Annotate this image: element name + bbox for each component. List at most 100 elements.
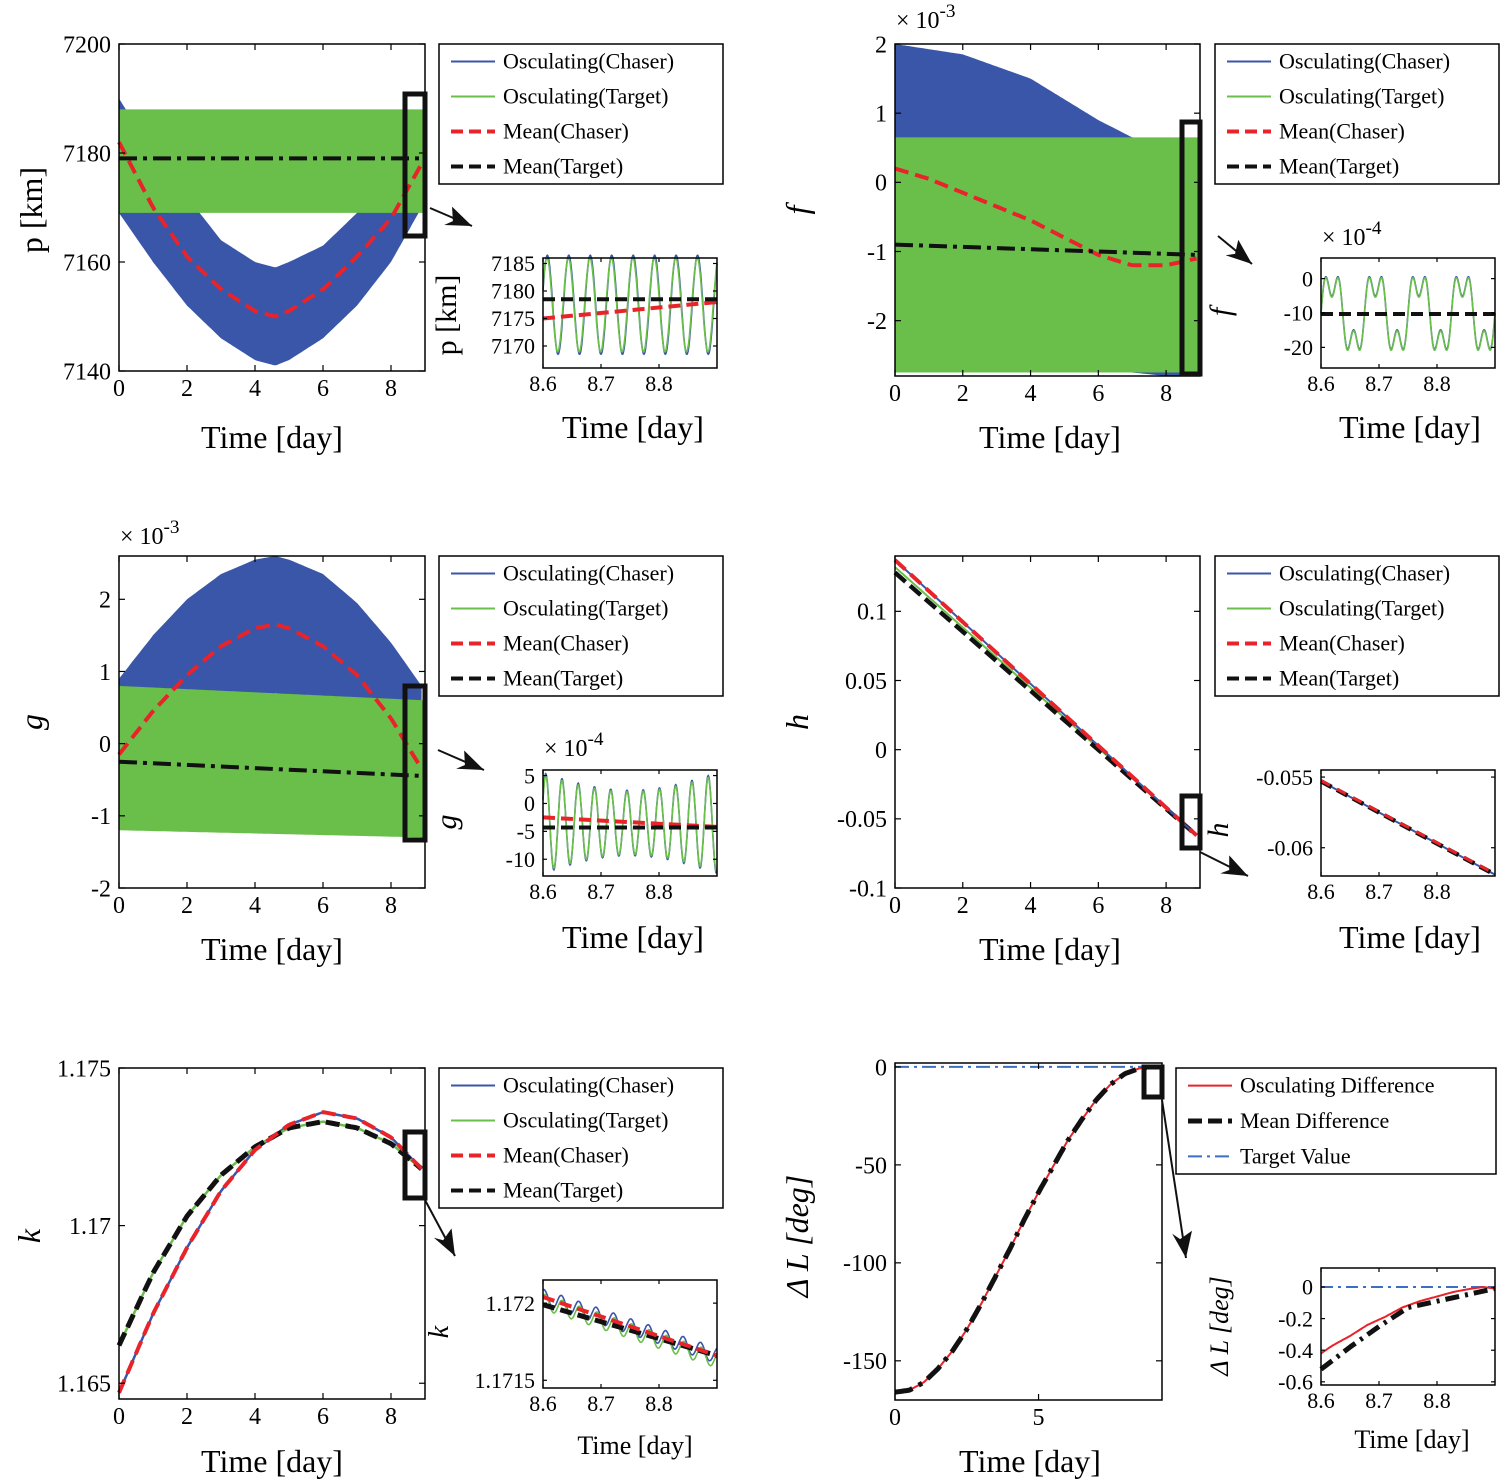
k-axes-frame (118, 1067, 426, 1400)
g-inset-axes-ytick-label: 5 (524, 763, 535, 788)
k-legend-entry: Mean(Chaser) (503, 1143, 629, 1168)
p-inset-axes-ytick-label: 7185 (491, 251, 535, 276)
p-axes-xtick-label: 4 (249, 376, 261, 402)
inset-p-target (542, 256, 718, 353)
g-inset-scale-label: × 10-4 (544, 729, 604, 762)
osculating-difference-line (894, 1065, 1151, 1394)
k-axes-xtick-label: 8 (385, 1404, 397, 1430)
p-axes-ytick-label: 7180 (63, 141, 111, 167)
f-scale-label-exponent: -3 (940, 1, 956, 22)
inset-dl-osc (1320, 1285, 1496, 1355)
p-legend-entry: Osculating(Chaser) (503, 49, 674, 74)
osculating-chaser-band (119, 556, 422, 838)
p-axes-ytick-label: 7160 (63, 250, 111, 276)
h-zoom-box (1179, 793, 1203, 851)
p-legend-entry: Osculating(Target) (503, 84, 668, 109)
g-inset-axes-xtick-label: 8.6 (529, 879, 557, 904)
g-scale-label-exponent: -3 (164, 517, 180, 538)
g-axes-ytick-label: 1 (99, 660, 111, 686)
h-axes-ytick-label: 0.1 (857, 600, 887, 626)
f-axes-xtick-label: 6 (1092, 381, 1104, 407)
dl-inset-axes-xtick-label: 8.7 (1365, 1388, 1393, 1413)
p-legend-box (438, 43, 724, 185)
p-inset-axes-frame (542, 257, 718, 369)
p-axes-ytick-label: 7200 (63, 32, 111, 58)
h-inset-axes-xtick-label: 8.7 (1365, 879, 1393, 904)
h-axes-xtick-label: 0 (889, 893, 901, 919)
p-axes-xtick-label: 6 (317, 376, 329, 402)
g-scale-label: × 10-3 (120, 517, 180, 550)
p-legend-entry: Mean(Target) (503, 154, 623, 179)
h-inset-axes-xtick-label: 8.6 (1307, 879, 1335, 904)
mean-chaser-line (117, 622, 424, 770)
inset-k-mean-target (542, 1302, 718, 1358)
h-inset-xlabel: Time [day] (1339, 919, 1481, 955)
mean-chaser-line (117, 1110, 424, 1394)
mean-chaser-line (893, 558, 1198, 837)
h-axes-frame (894, 555, 1201, 889)
h-axes-xtick-label: 8 (1160, 893, 1172, 919)
g-inset-ylabel: g (430, 815, 463, 830)
g-inset-axes-xtick-label: 8.7 (587, 879, 615, 904)
f-axes-ytick-label: 0 (875, 171, 887, 197)
mean-chaser-line (117, 141, 424, 319)
f-axes-xtick-label: 8 (1160, 381, 1172, 407)
f-axes-xtick-label: 4 (1025, 381, 1037, 407)
k-inset-xlabel: Time [day] (577, 1431, 692, 1460)
k-legend-entry: Osculating(Chaser) (503, 1073, 674, 1098)
dl-axes-xtick-label: 5 (1033, 1405, 1045, 1431)
f-inset-ylabel: f (1204, 304, 1237, 316)
p-xlabel: Time [day] (201, 419, 343, 455)
mean-target-line (116, 1119, 424, 1347)
k-axes-xtick-label: 4 (249, 1404, 261, 1430)
p-inset-axes-xtick-label: 8.6 (529, 371, 557, 396)
inset-f-target (1320, 276, 1496, 352)
h-axes-ytick-label: 0 (875, 738, 887, 764)
k-inset-axes-xtick-label: 8.8 (645, 1391, 673, 1416)
k-axes-xtick-label: 0 (113, 1404, 125, 1430)
h-xlabel: Time [day] (979, 931, 1121, 967)
dl-axes-ytick-label: -100 (843, 1251, 887, 1277)
h-inset-axes-ytick-label: -0.06 (1267, 835, 1313, 860)
p-axes-xtick-label: 0 (113, 376, 125, 402)
dl-axes-ytick-label: -150 (843, 1349, 887, 1375)
k-inset-axes-xtick-label: 8.7 (587, 1391, 615, 1416)
panel-delta-l: 0 5 0 -50 -100 -150 Time [day] Δ L [deg] Osculat… (779, 1055, 1497, 1479)
k-legend-entry: Mean(Target) (503, 1178, 623, 1203)
inset-g-mean-chaser (542, 815, 718, 829)
f-inset-xlabel: Time [day] (1339, 409, 1481, 445)
panel-k: 0 2 4 6 8 1.165 1.17 1.175 Time [day] k Osculating… (11, 1056, 724, 1479)
dl-axes-xtick-label: 0 (889, 1405, 901, 1431)
g-legend-entry: Mean(Target) (503, 666, 623, 691)
h-inset-ylabel: h (1202, 823, 1235, 838)
g-zoom-box (402, 683, 428, 843)
dl-zoom-arrow-shaft (1161, 1099, 1187, 1259)
mean-target-line (894, 242, 1201, 257)
f-inset-axes-ytick-label: -10 (1284, 301, 1313, 326)
mean-target-line (118, 759, 426, 779)
panel-h: 0 2 4 6 8 -0.1 -0.05 0 0.05 0.1 Time [day] h Osculat… (779, 555, 1500, 967)
p-axes-xtick-label: 8 (385, 376, 397, 402)
p-inset-axes-ytick-label: 7175 (491, 306, 535, 331)
f-axes-ytick-label: -2 (867, 309, 887, 335)
dl-zoom-box (1141, 1064, 1165, 1100)
k-inset-axes-ytick-label: 1.1715 (475, 1368, 536, 1393)
k-axes-ytick-label: 1.17 (69, 1214, 111, 1240)
h-inset-axes-xtick-label: 8.8 (1423, 879, 1451, 904)
p-inset-axes-xtick-label: 8.7 (587, 371, 615, 396)
p-axes-ytick-label: 7140 (63, 359, 111, 385)
dl-inset-axes-ytick-label: -0.6 (1278, 1370, 1313, 1395)
h-zoom-arrow-head (1220, 855, 1248, 876)
h-axes-xtick-label: 6 (1092, 893, 1104, 919)
k-axes-ytick-label: 1.165 (57, 1372, 111, 1398)
f-ylabel: f (779, 201, 815, 214)
k-ylabel: k (11, 1228, 47, 1243)
g-inset-axes-frame (542, 769, 718, 877)
h-inset-axes-frame (1320, 769, 1496, 877)
p-inset-ylabel: p [km] (430, 275, 463, 356)
f-zoom-arrow-head (1225, 239, 1252, 264)
k-axes-xtick-label: 6 (317, 1404, 329, 1430)
k-xlabel: Time [day] (201, 1443, 343, 1479)
h-ylabel: h (779, 714, 815, 730)
